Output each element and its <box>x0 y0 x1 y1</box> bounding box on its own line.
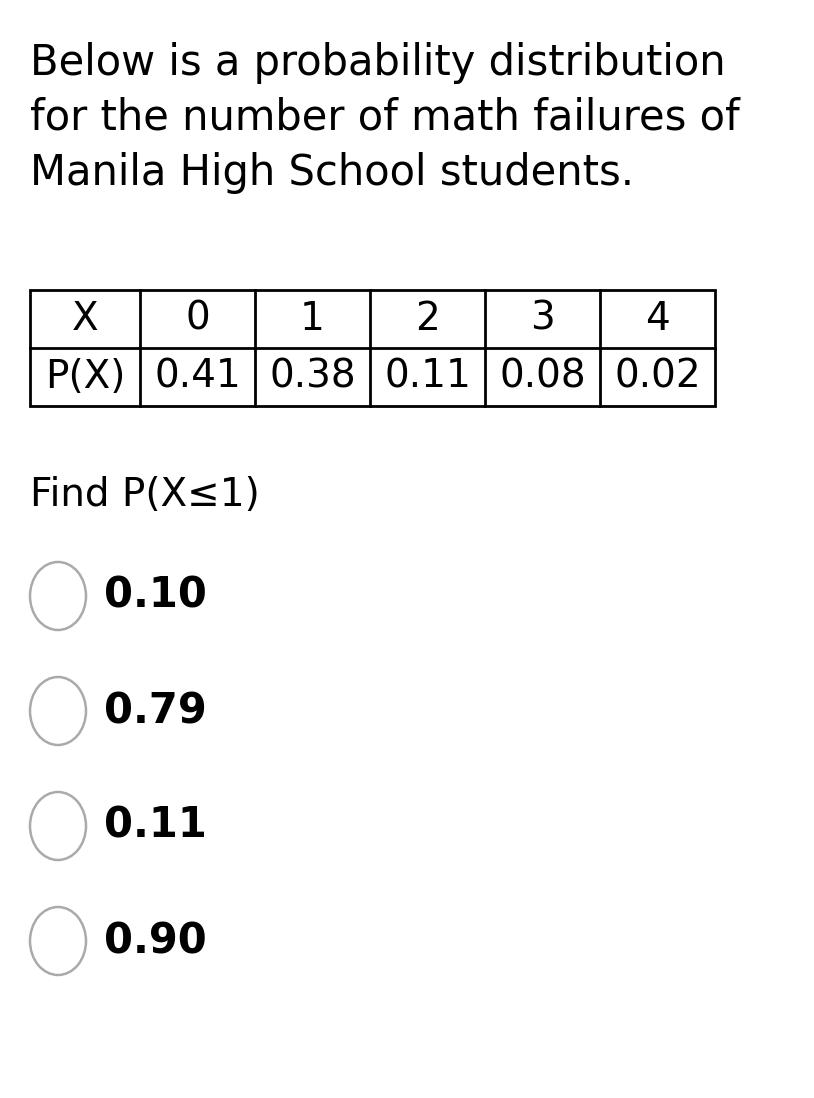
Text: 0.11: 0.11 <box>384 358 471 396</box>
Text: Find P(X≤1): Find P(X≤1) <box>30 477 260 514</box>
Ellipse shape <box>30 677 86 746</box>
Text: 0.02: 0.02 <box>615 358 701 396</box>
Text: 0.41: 0.41 <box>154 358 241 396</box>
Text: 0.11: 0.11 <box>104 805 207 847</box>
Text: 2: 2 <box>415 300 440 338</box>
Text: 1: 1 <box>300 300 325 338</box>
Text: 0.10: 0.10 <box>104 575 207 617</box>
Text: 0: 0 <box>185 300 210 338</box>
Ellipse shape <box>30 562 86 630</box>
Text: 0.79: 0.79 <box>104 690 207 732</box>
Text: Below is a probability distribution: Below is a probability distribution <box>30 42 725 85</box>
Text: 0.90: 0.90 <box>104 920 207 962</box>
Text: 0.08: 0.08 <box>499 358 586 396</box>
Text: X: X <box>72 300 98 338</box>
Ellipse shape <box>30 907 86 975</box>
Text: for the number of math failures of: for the number of math failures of <box>30 97 740 139</box>
Ellipse shape <box>30 792 86 860</box>
Text: 3: 3 <box>530 300 555 338</box>
Text: Manila High School students.: Manila High School students. <box>30 152 634 194</box>
Bar <box>30 290 715 406</box>
Text: 0.38: 0.38 <box>269 358 356 396</box>
Text: P(X): P(X) <box>45 358 125 396</box>
Text: 4: 4 <box>646 300 670 338</box>
